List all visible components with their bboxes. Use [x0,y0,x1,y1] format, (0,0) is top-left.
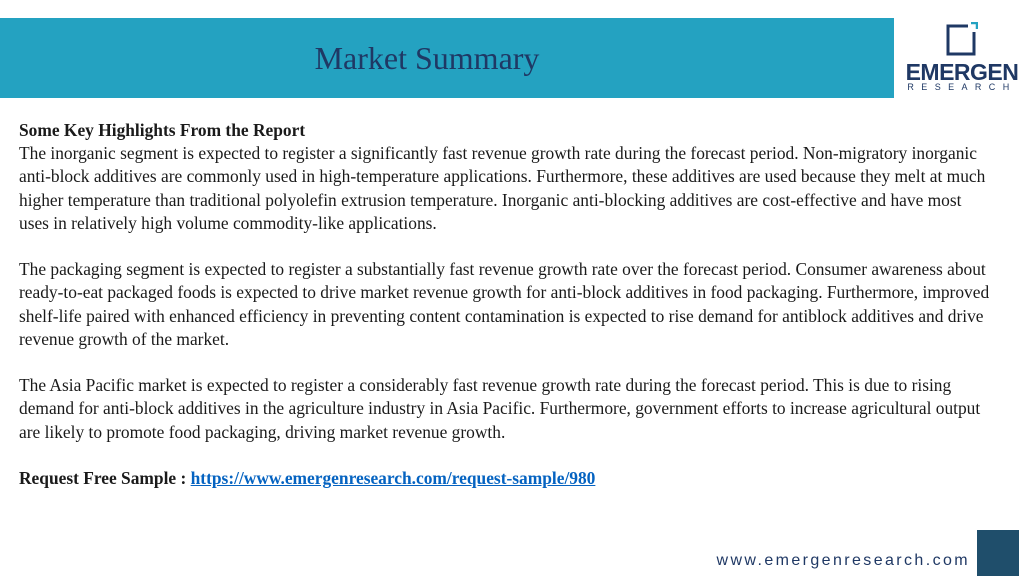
emergen-research-logo: EMERGEN RESEARCH [904,22,1020,98]
header-band: Market Summary [0,18,894,98]
paragraph-spacer [19,351,994,374]
summary-content: Some Key Highlights From the Report The … [19,119,994,490]
paragraph-spacer [19,444,994,467]
logo-subtitle: RESEARCH [907,82,1017,92]
logo-wordmark: EMERGEN [905,59,1019,85]
footer-website: www.emergenresearch.com [716,552,970,569]
paragraph-inorganic: The inorganic segment is expected to reg… [19,143,986,233]
request-sample-link[interactable]: https://www.emergenresearch.com/request-… [190,468,596,488]
highlights-heading: Some Key Highlights From the Report [19,120,306,140]
page-title: Market Summary [314,40,540,76]
paragraph-packaging: The packaging segment is expected to reg… [19,259,990,349]
request-sample-label: Request Free Sample : [19,468,191,488]
square-frame-icon [946,22,978,56]
paragraph-asia-pacific: The Asia Pacific market is expected to r… [19,375,981,442]
paragraph-spacer [19,235,994,258]
corner-decoration [977,530,1019,576]
request-sample-line: Request Free Sample : https://www.emerge… [19,467,994,490]
